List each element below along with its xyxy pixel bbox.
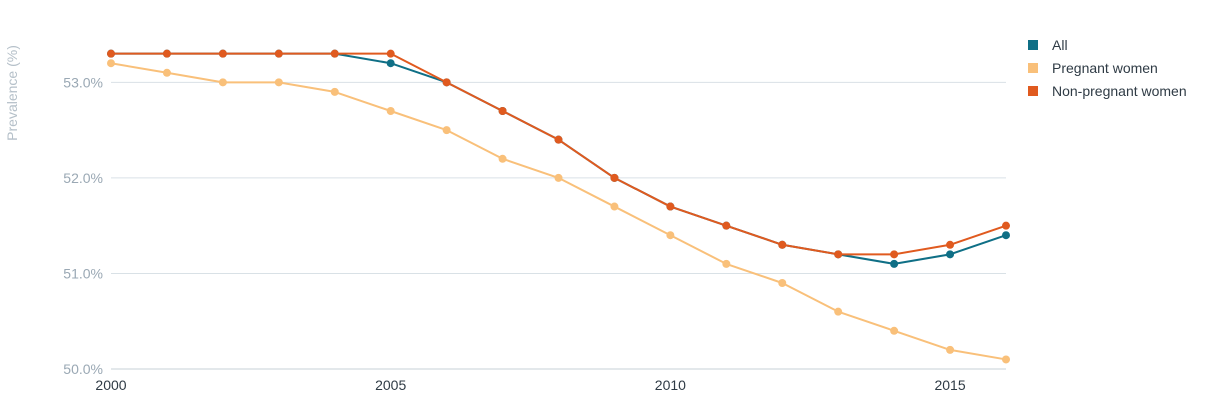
- data-point-non-pregnant-women[interactable]: [386, 49, 395, 58]
- series-line-pregnant-women: [110, 62, 1007, 361]
- series-lines: [107, 49, 1010, 364]
- y-tick-label: 50.0%: [63, 361, 103, 377]
- data-point-all[interactable]: [890, 259, 899, 268]
- legend-label: Non-pregnant women: [1052, 82, 1187, 99]
- data-point-pregnant-women[interactable]: [218, 78, 227, 87]
- series-line-non-pregnant-women: [111, 52, 1007, 256]
- data-point-non-pregnant-women[interactable]: [554, 135, 563, 144]
- y-tick-label: 52.0%: [63, 170, 103, 186]
- data-point-pregnant-women[interactable]: [498, 154, 507, 163]
- legend-item-pregnant-women[interactable]: Pregnant women: [1028, 56, 1187, 79]
- data-point-pregnant-women[interactable]: [890, 326, 899, 335]
- y-axis-ticks: 50.0% 51.0% 52.0% 53.0%: [63, 74, 103, 377]
- data-point-all[interactable]: [386, 59, 395, 68]
- gridlines: [111, 81, 1006, 370]
- data-point-pregnant-women[interactable]: [610, 202, 619, 211]
- data-point-pregnant-women[interactable]: [722, 259, 731, 268]
- legend-swatch-pregnant-women: [1028, 62, 1038, 73]
- data-point-non-pregnant-women[interactable]: [834, 250, 843, 259]
- data-point-pregnant-women[interactable]: [442, 126, 451, 135]
- data-point-pregnant-women[interactable]: [554, 173, 563, 182]
- legend: All Pregnant women Non-pregnant women: [1028, 33, 1187, 102]
- data-point-pregnant-women[interactable]: [107, 59, 115, 68]
- legend-swatch-non-pregnant-women: [1028, 85, 1038, 96]
- data-point-non-pregnant-women[interactable]: [162, 49, 171, 58]
- data-point-all[interactable]: [1002, 231, 1010, 240]
- data-point-pregnant-women[interactable]: [666, 231, 675, 240]
- y-axis-label: Prevalence (%): [4, 45, 20, 141]
- data-point-non-pregnant-women[interactable]: [890, 250, 899, 259]
- data-point-all[interactable]: [946, 250, 955, 259]
- legend-item-non-pregnant-women[interactable]: Non-pregnant women: [1028, 79, 1187, 102]
- legend-label: Pregnant women: [1052, 59, 1158, 76]
- data-point-non-pregnant-women[interactable]: [666, 202, 675, 211]
- data-point-pregnant-women[interactable]: [1002, 355, 1010, 364]
- data-point-non-pregnant-women[interactable]: [498, 107, 507, 115]
- data-point-non-pregnant-women[interactable]: [946, 240, 955, 249]
- data-point-pregnant-women[interactable]: [162, 68, 171, 77]
- x-tick-label: 2000: [95, 377, 126, 393]
- x-axis-ticks: 2000 2005 2010 2015: [95, 377, 965, 393]
- legend-label: All: [1052, 36, 1068, 53]
- x-tick-label: 2010: [655, 377, 686, 393]
- x-tick-label: 2015: [934, 377, 965, 393]
- data-point-non-pregnant-women[interactable]: [442, 78, 451, 87]
- x-tick-label: 2005: [375, 377, 406, 393]
- data-point-non-pregnant-women[interactable]: [107, 49, 115, 58]
- y-tick-label: 53.0%: [63, 74, 103, 90]
- series-pregnant-women: [107, 59, 1010, 364]
- data-point-pregnant-women[interactable]: [946, 345, 955, 354]
- y-tick-label: 51.0%: [63, 265, 103, 281]
- legend-swatch-all: [1028, 39, 1038, 50]
- data-point-pregnant-women[interactable]: [386, 107, 395, 115]
- data-point-non-pregnant-women[interactable]: [218, 49, 227, 58]
- series-non-pregnant-women: [107, 49, 1010, 259]
- series-line-all: [111, 52, 1007, 265]
- data-point-non-pregnant-women[interactable]: [330, 49, 339, 58]
- data-point-non-pregnant-women[interactable]: [610, 173, 619, 182]
- data-point-pregnant-women[interactable]: [834, 307, 843, 316]
- data-point-non-pregnant-women[interactable]: [1002, 221, 1010, 230]
- data-point-pregnant-women[interactable]: [778, 279, 787, 287]
- data-point-pregnant-women[interactable]: [330, 87, 339, 96]
- data-point-non-pregnant-women[interactable]: [722, 221, 731, 230]
- legend-item-all[interactable]: All: [1028, 33, 1187, 56]
- data-point-non-pregnant-women[interactable]: [778, 240, 787, 249]
- data-point-non-pregnant-women[interactable]: [274, 49, 283, 58]
- data-point-pregnant-women[interactable]: [274, 78, 283, 87]
